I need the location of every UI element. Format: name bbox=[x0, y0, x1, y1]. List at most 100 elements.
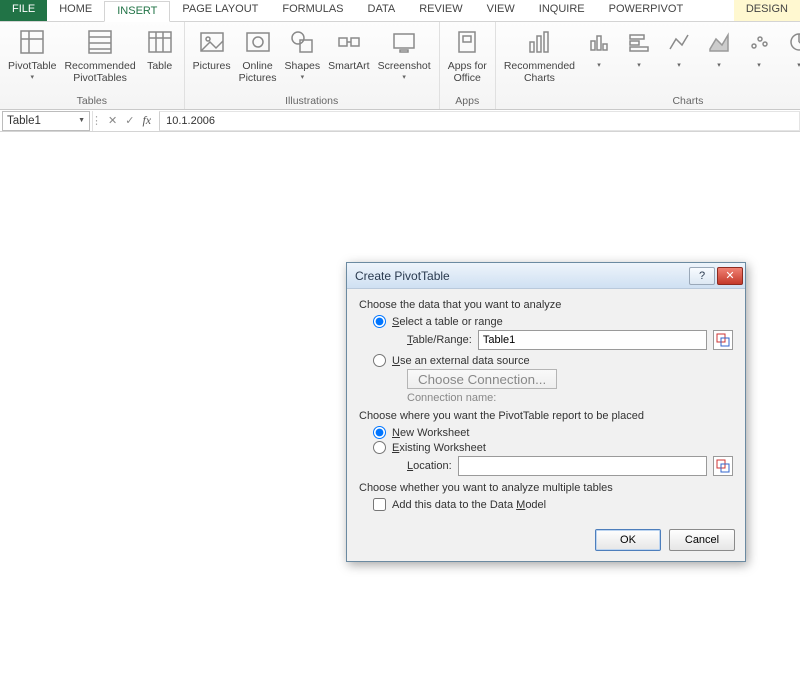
tablerange-label: Table/Range: bbox=[407, 334, 472, 346]
apps-for-office-label: Apps for Office bbox=[448, 60, 487, 84]
group-apps-label: Apps bbox=[444, 94, 491, 109]
section-multiple-tables-label: Choose whether you want to analyze multi… bbox=[359, 482, 733, 494]
pivottable-icon bbox=[16, 26, 48, 58]
option-existing-worksheet-label: Existing Worksheet bbox=[392, 442, 486, 454]
create-pivottable-dialog: Create PivotTable ? ✕ Choose the data th… bbox=[346, 262, 746, 562]
location-input[interactable] bbox=[458, 456, 707, 476]
chevron-down-icon: ▾ bbox=[757, 61, 761, 69]
radio-new-worksheet[interactable] bbox=[373, 426, 386, 439]
formula-bar-controls: ✕ ✓ fx bbox=[100, 113, 159, 128]
radio-external-source[interactable] bbox=[373, 354, 386, 367]
checkbox-data-model[interactable] bbox=[373, 498, 386, 511]
tab-data[interactable]: DATA bbox=[356, 0, 408, 21]
screenshot-button[interactable]: Screenshot▾ bbox=[374, 24, 435, 94]
chevron-down-icon[interactable]: ▼ bbox=[78, 117, 85, 124]
radio-select-range[interactable] bbox=[373, 315, 386, 328]
shapes-icon bbox=[286, 26, 318, 58]
recommended-charts-button[interactable]: Recommended Charts bbox=[500, 24, 579, 94]
dialog-title: Create PivotTable bbox=[355, 269, 450, 283]
tab-page-layout[interactable]: PAGE LAYOUT bbox=[170, 0, 270, 21]
option-select-range-label: Select a table or range bbox=[392, 316, 503, 328]
recommended-pivottables-button[interactable]: Recommended PivotTables bbox=[60, 24, 139, 94]
tab-review[interactable]: REVIEW bbox=[407, 0, 474, 21]
option-external-source[interactable]: Use an external data source bbox=[373, 354, 733, 367]
group-charts-label: Charts bbox=[500, 94, 800, 109]
tab-design[interactable]: DESIGN bbox=[734, 0, 800, 21]
close-button[interactable]: ✕ bbox=[717, 267, 743, 285]
tab-insert[interactable]: INSERT bbox=[104, 1, 170, 22]
connection-name-label: Connection name: bbox=[407, 392, 733, 404]
table-button[interactable]: Table bbox=[140, 24, 180, 94]
group-charts: Recommended Charts ▾ ▾ ▾ ▾ ▾ ▾ PivotChar… bbox=[496, 22, 800, 109]
radio-existing-worksheet[interactable] bbox=[373, 441, 386, 454]
recommended-pivottables-icon bbox=[84, 26, 116, 58]
chevron-down-icon: ▾ bbox=[301, 73, 305, 81]
bar-chart-icon bbox=[623, 26, 655, 58]
formula-input[interactable]: 10.1.2006 bbox=[159, 111, 800, 131]
smartart-button[interactable]: SmartArt bbox=[324, 24, 373, 94]
group-tables-label: Tables bbox=[4, 94, 180, 109]
range-picker-button[interactable] bbox=[713, 330, 733, 350]
option-new-worksheet[interactable]: New Worksheet bbox=[373, 426, 733, 439]
apps-for-office-button[interactable]: Apps for Office bbox=[444, 24, 491, 94]
pictures-label: Pictures bbox=[193, 60, 231, 72]
chart-type-col-button[interactable]: ▾ bbox=[579, 24, 619, 94]
chevron-down-icon: ▾ bbox=[402, 73, 406, 81]
group-illustrations: Pictures Online Pictures Shapes▾ SmartAr… bbox=[185, 22, 440, 109]
location-label: Location: bbox=[407, 460, 452, 472]
location-range-picker-button[interactable] bbox=[713, 456, 733, 476]
ok-button[interactable]: OK bbox=[595, 529, 661, 551]
chart-type-other-button[interactable]: ▾ bbox=[779, 24, 800, 94]
shapes-label: Shapes bbox=[285, 60, 321, 72]
tab-file[interactable]: FILE bbox=[0, 0, 47, 21]
tab-inquire[interactable]: INQUIRE bbox=[527, 0, 597, 21]
pivottable-button[interactable]: PivotTable ▾ bbox=[4, 24, 60, 94]
name-box[interactable]: Table1 ▼ bbox=[2, 111, 90, 131]
screenshot-label: Screenshot bbox=[378, 60, 431, 72]
chevron-down-icon: ▾ bbox=[637, 61, 641, 69]
recommended-pivottables-label: Recommended PivotTables bbox=[64, 60, 135, 84]
tab-view[interactable]: VIEW bbox=[475, 0, 527, 21]
section-analyze-label: Choose the data that you want to analyze bbox=[359, 299, 733, 311]
cancel-button[interactable]: Cancel bbox=[669, 529, 735, 551]
table-label: Table bbox=[147, 60, 172, 72]
online-pictures-label: Online Pictures bbox=[239, 60, 277, 84]
choose-connection-button: Choose Connection... bbox=[407, 369, 557, 389]
pivottable-label: PivotTable bbox=[8, 60, 56, 72]
tab-powerpivot[interactable]: POWERPIVOT bbox=[597, 0, 696, 21]
formula-bar: Table1 ▼ ⋮ ✕ ✓ fx 10.1.2006 bbox=[0, 110, 800, 132]
tablerange-input[interactable] bbox=[478, 330, 707, 350]
cancel-icon[interactable]: ✕ bbox=[108, 114, 117, 127]
tab-formulas[interactable]: FORMULAS bbox=[270, 0, 355, 21]
ribbon-tabs: FILE HOME INSERT PAGE LAYOUT FORMULAS DA… bbox=[0, 0, 800, 22]
help-button[interactable]: ? bbox=[689, 267, 715, 285]
option-data-model[interactable]: Add this data to the Data Model bbox=[373, 498, 733, 511]
chart-type-area-button[interactable]: ▾ bbox=[699, 24, 739, 94]
online-pictures-button[interactable]: Online Pictures bbox=[235, 24, 281, 94]
screenshot-icon bbox=[388, 26, 420, 58]
fx-icon[interactable]: fx bbox=[142, 113, 151, 128]
chart-type-line-button[interactable]: ▾ bbox=[659, 24, 699, 94]
recommended-charts-label: Recommended Charts bbox=[504, 60, 575, 84]
option-existing-worksheet[interactable]: Existing Worksheet bbox=[373, 441, 733, 454]
dialog-titlebar[interactable]: Create PivotTable ? ✕ bbox=[347, 263, 745, 289]
shapes-button[interactable]: Shapes▾ bbox=[281, 24, 325, 94]
accept-icon[interactable]: ✓ bbox=[125, 114, 134, 127]
recommended-charts-icon bbox=[523, 26, 555, 58]
pictures-button[interactable]: Pictures bbox=[189, 24, 235, 94]
chevron-down-icon: ▾ bbox=[30, 73, 34, 81]
area-chart-icon bbox=[703, 26, 735, 58]
line-chart-icon bbox=[663, 26, 695, 58]
name-box-value: Table1 bbox=[7, 115, 41, 127]
tab-home[interactable]: HOME bbox=[47, 0, 104, 21]
chevron-down-icon: ▾ bbox=[677, 61, 681, 69]
chart-type-scatter-button[interactable]: ▾ bbox=[739, 24, 779, 94]
range-picker-icon bbox=[716, 333, 730, 347]
pictures-icon bbox=[196, 26, 228, 58]
table-icon bbox=[144, 26, 176, 58]
smartart-icon bbox=[333, 26, 365, 58]
option-data-model-label: Add this data to the Data Model bbox=[392, 499, 546, 511]
option-select-range[interactable]: Select a table or range bbox=[373, 315, 733, 328]
group-tables: PivotTable ▾ Recommended PivotTables Tab… bbox=[0, 22, 185, 109]
chart-type-bar-button[interactable]: ▾ bbox=[619, 24, 659, 94]
